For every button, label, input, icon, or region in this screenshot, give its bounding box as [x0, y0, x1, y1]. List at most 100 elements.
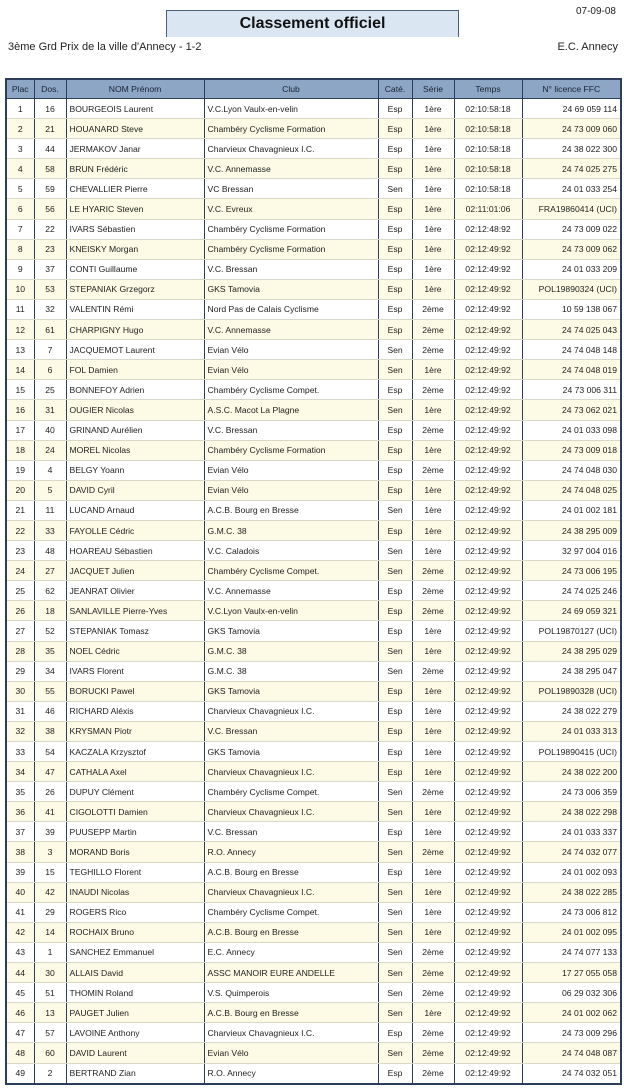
cell-club: Evian Vélo — [204, 460, 379, 481]
cell-series: 1ère — [412, 540, 455, 562]
cell-bib: 7 — [34, 339, 67, 361]
cell-licence: 24 73 062 021 — [522, 399, 622, 421]
cell-place: 39 — [6, 862, 35, 883]
cell-time: 02:10:58:18 — [454, 158, 523, 180]
table-row: 44 30 ALLAIS David ASSC MANOIR EURE ANDELLE… — [6, 962, 622, 984]
cell-club: G.M.C. 38 — [204, 520, 379, 542]
table-row: 43 1 SANCHEZ Emmanuel E.C. Annecy Sen 2ème 02:… — [6, 942, 622, 964]
table-row: 12 61 CHARPIGNY Hugo V.C. Annemasse Esp 2ème 0… — [6, 319, 622, 341]
cell-name: LUCAND Arnaud — [66, 500, 205, 521]
cell-place: 16 — [6, 399, 35, 421]
cell-bib: 56 — [34, 198, 67, 220]
cell-bib: 16 — [34, 98, 67, 120]
cell-time: 02:10:58:18 — [454, 178, 523, 200]
cell-place: 22 — [6, 520, 35, 542]
cell-club: Chambéry Cyclisme Formation — [204, 239, 379, 260]
cell-name: CATHALA Axel — [66, 761, 205, 783]
cell-name: IVARS Florent — [66, 661, 205, 682]
cell-time: 02:12:49:92 — [454, 580, 523, 602]
cell-category: Sen — [378, 902, 413, 923]
cell-category: Sen — [378, 962, 413, 984]
cell-club: V.C. Annemasse — [204, 580, 379, 602]
column-header-category: Caté. — [377, 78, 413, 99]
cell-series: 1ère — [412, 801, 455, 823]
cell-club: Charvieux Chavagnieux I.C. — [204, 138, 379, 160]
cell-licence: 24 01 002 181 — [522, 500, 622, 521]
table-row: 19 4 BELGY Yoann Evian Vélo Esp 2ème 02:12:49:… — [6, 460, 622, 481]
cell-place: 13 — [6, 339, 35, 361]
cell-club: Chambéry Cyclisme Compet. — [204, 902, 379, 923]
cell-licence: 24 74 032 077 — [522, 841, 622, 863]
cell-time: 02:12:49:92 — [454, 460, 523, 481]
cell-bib: 52 — [34, 620, 67, 642]
cell-club: A.C.B. Bourg en Bresse — [204, 500, 379, 521]
cell-name: GRINAND Aurélien — [66, 420, 205, 441]
cell-place: 11 — [6, 299, 35, 321]
cell-bib: 34 — [34, 661, 67, 682]
cell-category: Esp — [378, 480, 413, 501]
cell-bib: 35 — [34, 641, 67, 662]
cell-name: BORUCKI Pawel — [66, 681, 205, 702]
cell-category: Sen — [378, 500, 413, 521]
cell-name: CONTI Guillaume — [66, 259, 205, 280]
cell-bib: 29 — [34, 902, 67, 923]
cell-category: Esp — [378, 520, 413, 542]
table-row: 11 32 VALENTIN Rémi Nord Pas de Calais Cycl… — [6, 299, 622, 321]
cell-licence: 24 38 022 300 — [522, 138, 622, 160]
cell-bib: 58 — [34, 158, 67, 180]
column-header-licence: N° licence FFC — [521, 78, 622, 99]
cell-place: 36 — [6, 801, 35, 823]
cell-place: 18 — [6, 440, 35, 461]
cell-time: 02:12:49:92 — [454, 902, 523, 923]
table-row: 49 2 BERTRAND Zian R.O. Annecy Esp 2ème 02:12:… — [6, 1063, 622, 1085]
cell-category: Esp — [378, 741, 413, 763]
cell-name: SANCHEZ Emmanuel — [66, 942, 205, 964]
cell-club: Evian Vélo — [204, 359, 379, 381]
cell-name: CHEVALLIER Pierre — [66, 178, 205, 200]
cell-bib: 39 — [34, 821, 67, 843]
table-row: 24 27 JACQUET Julien Chambéry Cyclisme Comp… — [6, 560, 622, 582]
cell-category: Esp — [378, 620, 413, 642]
cell-club: Evian Vélo — [204, 480, 379, 501]
cell-time: 02:12:49:92 — [454, 862, 523, 883]
cell-licence: 24 01 002 095 — [522, 922, 622, 943]
cell-place: 46 — [6, 1002, 35, 1024]
cell-series: 1ère — [412, 641, 455, 662]
cell-licence: 24 74 077 133 — [522, 942, 622, 964]
cell-category: Esp — [378, 1063, 413, 1085]
cell-club: V.C. Bressan — [204, 259, 379, 280]
table-row: 17 40 GRINAND Aurélien V.C. Bressan Esp 2ème 0… — [6, 420, 622, 441]
cell-club: ASSC MANOIR EURE ANDELLE — [204, 962, 379, 984]
cell-series: 2ème — [412, 942, 455, 964]
cell-series: 2ème — [412, 299, 455, 321]
cell-licence: 24 38 022 285 — [522, 882, 622, 903]
cell-time: 02:12:49:92 — [454, 681, 523, 702]
cell-licence: 24 74 048 148 — [522, 339, 622, 361]
cell-series: 1ère — [412, 821, 455, 843]
table-row: 27 52 STEPANIAK Tomasz GKS Tamovia Esp 1ère 02… — [6, 620, 622, 642]
cell-licence: 24 73 009 060 — [522, 118, 622, 140]
cell-name: CIGOLOTTI Damien — [66, 801, 205, 823]
cell-place: 9 — [6, 259, 35, 280]
cell-bib: 25 — [34, 379, 67, 401]
cell-category: Sen — [378, 178, 413, 200]
cell-name: BERTRAND Zian — [66, 1063, 205, 1085]
table-row: 16 31 OUGIER Nicolas A.S.C. Macot La Plagne… — [6, 399, 622, 421]
cell-bib: 48 — [34, 540, 67, 562]
cell-club: Nord Pas de Calais Cyclisme — [204, 299, 379, 321]
table-row: 7 22 IVARS Sébastien Chambéry Cyclisme Form… — [6, 219, 622, 240]
cell-category: Esp — [378, 721, 413, 743]
cell-time: 02:12:48:92 — [454, 219, 523, 240]
cell-licence: 24 74 025 043 — [522, 319, 622, 341]
cell-place: 42 — [6, 922, 35, 943]
cell-club: A.C.B. Bourg en Bresse — [204, 862, 379, 883]
cell-series: 1ère — [412, 681, 455, 702]
cell-place: 4 — [6, 158, 35, 180]
table-row: 29 34 IVARS Florent G.M.C. 38 Sen 2ème 02:12:4… — [6, 661, 622, 682]
cell-bib: 44 — [34, 138, 67, 160]
cell-place: 20 — [6, 480, 35, 501]
cell-category: Sen — [378, 359, 413, 381]
cell-series: 1ère — [412, 219, 455, 240]
cell-time: 02:12:49:92 — [454, 701, 523, 722]
cell-category: Sen — [378, 339, 413, 361]
